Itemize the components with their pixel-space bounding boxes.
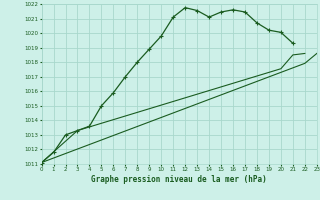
X-axis label: Graphe pression niveau de la mer (hPa): Graphe pression niveau de la mer (hPa) [91,175,267,184]
